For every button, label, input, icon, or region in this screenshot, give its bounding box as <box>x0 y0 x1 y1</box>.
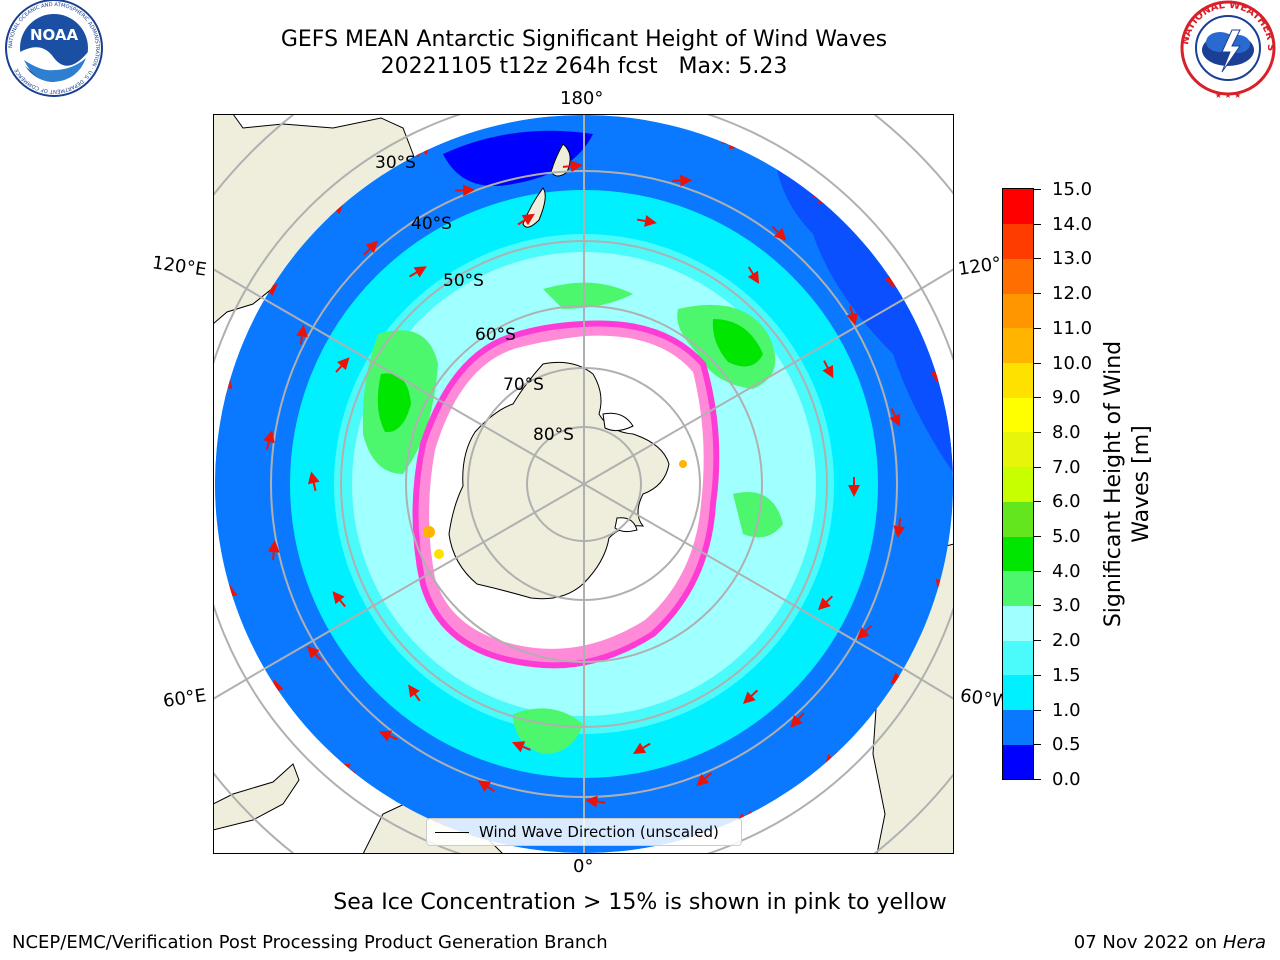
colorbar-bin <box>1003 640 1033 676</box>
colorbar-bin <box>1003 189 1033 225</box>
wave-direction-arrow <box>332 591 346 608</box>
wave-direction-arrow <box>846 305 859 326</box>
footer-date-text: 07 Nov 2022 on <box>1073 932 1218 953</box>
polar-map: 30°S 40°S 50°S 60°S 70°S 80°S <box>213 114 954 854</box>
colorbar-bin <box>1003 605 1033 641</box>
wave-direction-arrow <box>517 213 535 226</box>
map-legend: Wind Wave Direction (unscaled) <box>426 818 742 846</box>
lat-label-30s: 30°S <box>375 153 416 173</box>
colorbar-bin <box>1003 397 1033 433</box>
footer-date: 07 Nov 2022 on Hera <box>1074 932 1266 953</box>
wave-direction-arrow <box>637 215 657 227</box>
wave-direction-arrow <box>790 712 805 728</box>
legend-line-swatch <box>435 832 469 833</box>
wave-direction-arrow <box>378 730 398 742</box>
footer-machine: Hera <box>1222 932 1266 953</box>
lat-label-40s: 40°S <box>411 214 452 234</box>
nws-logo: NATIONAL WEATHER SERVICE ★ ★ ★ <box>1176 0 1276 100</box>
colorbar-label: Significant Height of Wind Waves [m] <box>1100 341 1156 627</box>
wave-direction-arrow <box>307 471 320 492</box>
wave-direction-arrow <box>889 408 901 427</box>
wave-direction-arrow <box>817 595 833 611</box>
wave-direction-arrow <box>306 645 322 661</box>
wave-direction-arrow <box>856 625 872 640</box>
land-new-zealand <box>550 143 571 177</box>
colorbar-bin <box>1003 362 1033 398</box>
wave-direction-arrow <box>511 741 531 753</box>
wave-direction-arrow <box>335 357 350 373</box>
wave-direction-arrow <box>771 225 787 241</box>
lat-label-60s: 60°S <box>475 325 516 345</box>
colorbar-label-line-2: Waves [m] <box>1129 425 1154 543</box>
wave-direction-arrow <box>742 689 759 705</box>
wave-direction-arrow <box>893 518 906 539</box>
svg-text:NOAA: NOAA <box>30 26 79 44</box>
chart-title: GEFS MEAN Antarctic Significant Height o… <box>0 26 1168 80</box>
wave-direction-arrow <box>696 772 712 787</box>
wave-direction-arrow <box>562 160 583 173</box>
lon-label-60e: 60°E <box>161 685 208 712</box>
colorbar-bin <box>1003 536 1033 572</box>
wave-direction-arrow <box>632 742 651 755</box>
lon-label-60w: 60°W <box>958 685 1004 712</box>
noaa-logo: NOAA NATIONAL OCEANIC AND ATMOSPHERIC AD… <box>5 0 103 97</box>
wave-direction-arrow <box>363 240 379 256</box>
wave-direction-arrow <box>585 795 606 808</box>
colorbar-bin <box>1003 293 1033 329</box>
wave-field <box>215 115 953 853</box>
wave-direction-arrow <box>454 184 475 197</box>
wave-direction-arrow <box>296 324 308 345</box>
colorbar-bin <box>1003 744 1033 780</box>
colorbar-bin <box>1003 431 1033 468</box>
wave-direction-arrow <box>672 174 693 187</box>
colorbar-bin <box>1003 709 1033 745</box>
title-line-2: 20221105 t12z 264h fcst Max: 5.23 <box>380 54 788 79</box>
colorbar-bin <box>1003 223 1033 259</box>
wave-direction-arrow <box>267 540 280 561</box>
lon-label-180: 180° <box>560 88 604 109</box>
colorbar-label-line-1: Significant Height of Wind <box>1101 340 1126 628</box>
lat-label-50s: 50°S <box>443 271 484 291</box>
colorbar-bin <box>1003 570 1033 606</box>
colorbar-bin <box>1003 327 1033 364</box>
lon-label-0: 0° <box>573 856 594 877</box>
wave-direction-arrow <box>747 266 760 285</box>
wave-direction-arrow <box>409 266 427 278</box>
lat-label-70s: 70°S <box>503 375 544 395</box>
lon-label-120w: 120°W <box>956 253 1004 280</box>
wave-direction-arrow <box>408 684 421 702</box>
colorbar-bin <box>1003 501 1033 537</box>
wave-direction-arrow <box>263 430 275 450</box>
footer-credit: NCEP/EMC/Verification Post Processing Pr… <box>12 932 608 953</box>
lon-label-120e: 120°E <box>150 252 208 281</box>
legend-label: Wind Wave Direction (unscaled) <box>479 823 719 841</box>
colorbar <box>1002 188 1034 780</box>
svg-text:★ ★ ★: ★ ★ ★ <box>1215 91 1242 100</box>
colorbar-bin <box>1003 674 1033 711</box>
sea-ice-caption: Sea Ice Concentration > 15% is shown in … <box>333 890 947 915</box>
title-line-1: GEFS MEAN Antarctic Significant Height o… <box>280 27 888 52</box>
wave-direction-arrow <box>477 780 496 793</box>
colorbar-bin <box>1003 466 1033 502</box>
colorbar-bin <box>1003 258 1033 294</box>
lat-label-80s: 80°S <box>533 425 574 445</box>
wave-direction-arrow <box>822 360 834 379</box>
